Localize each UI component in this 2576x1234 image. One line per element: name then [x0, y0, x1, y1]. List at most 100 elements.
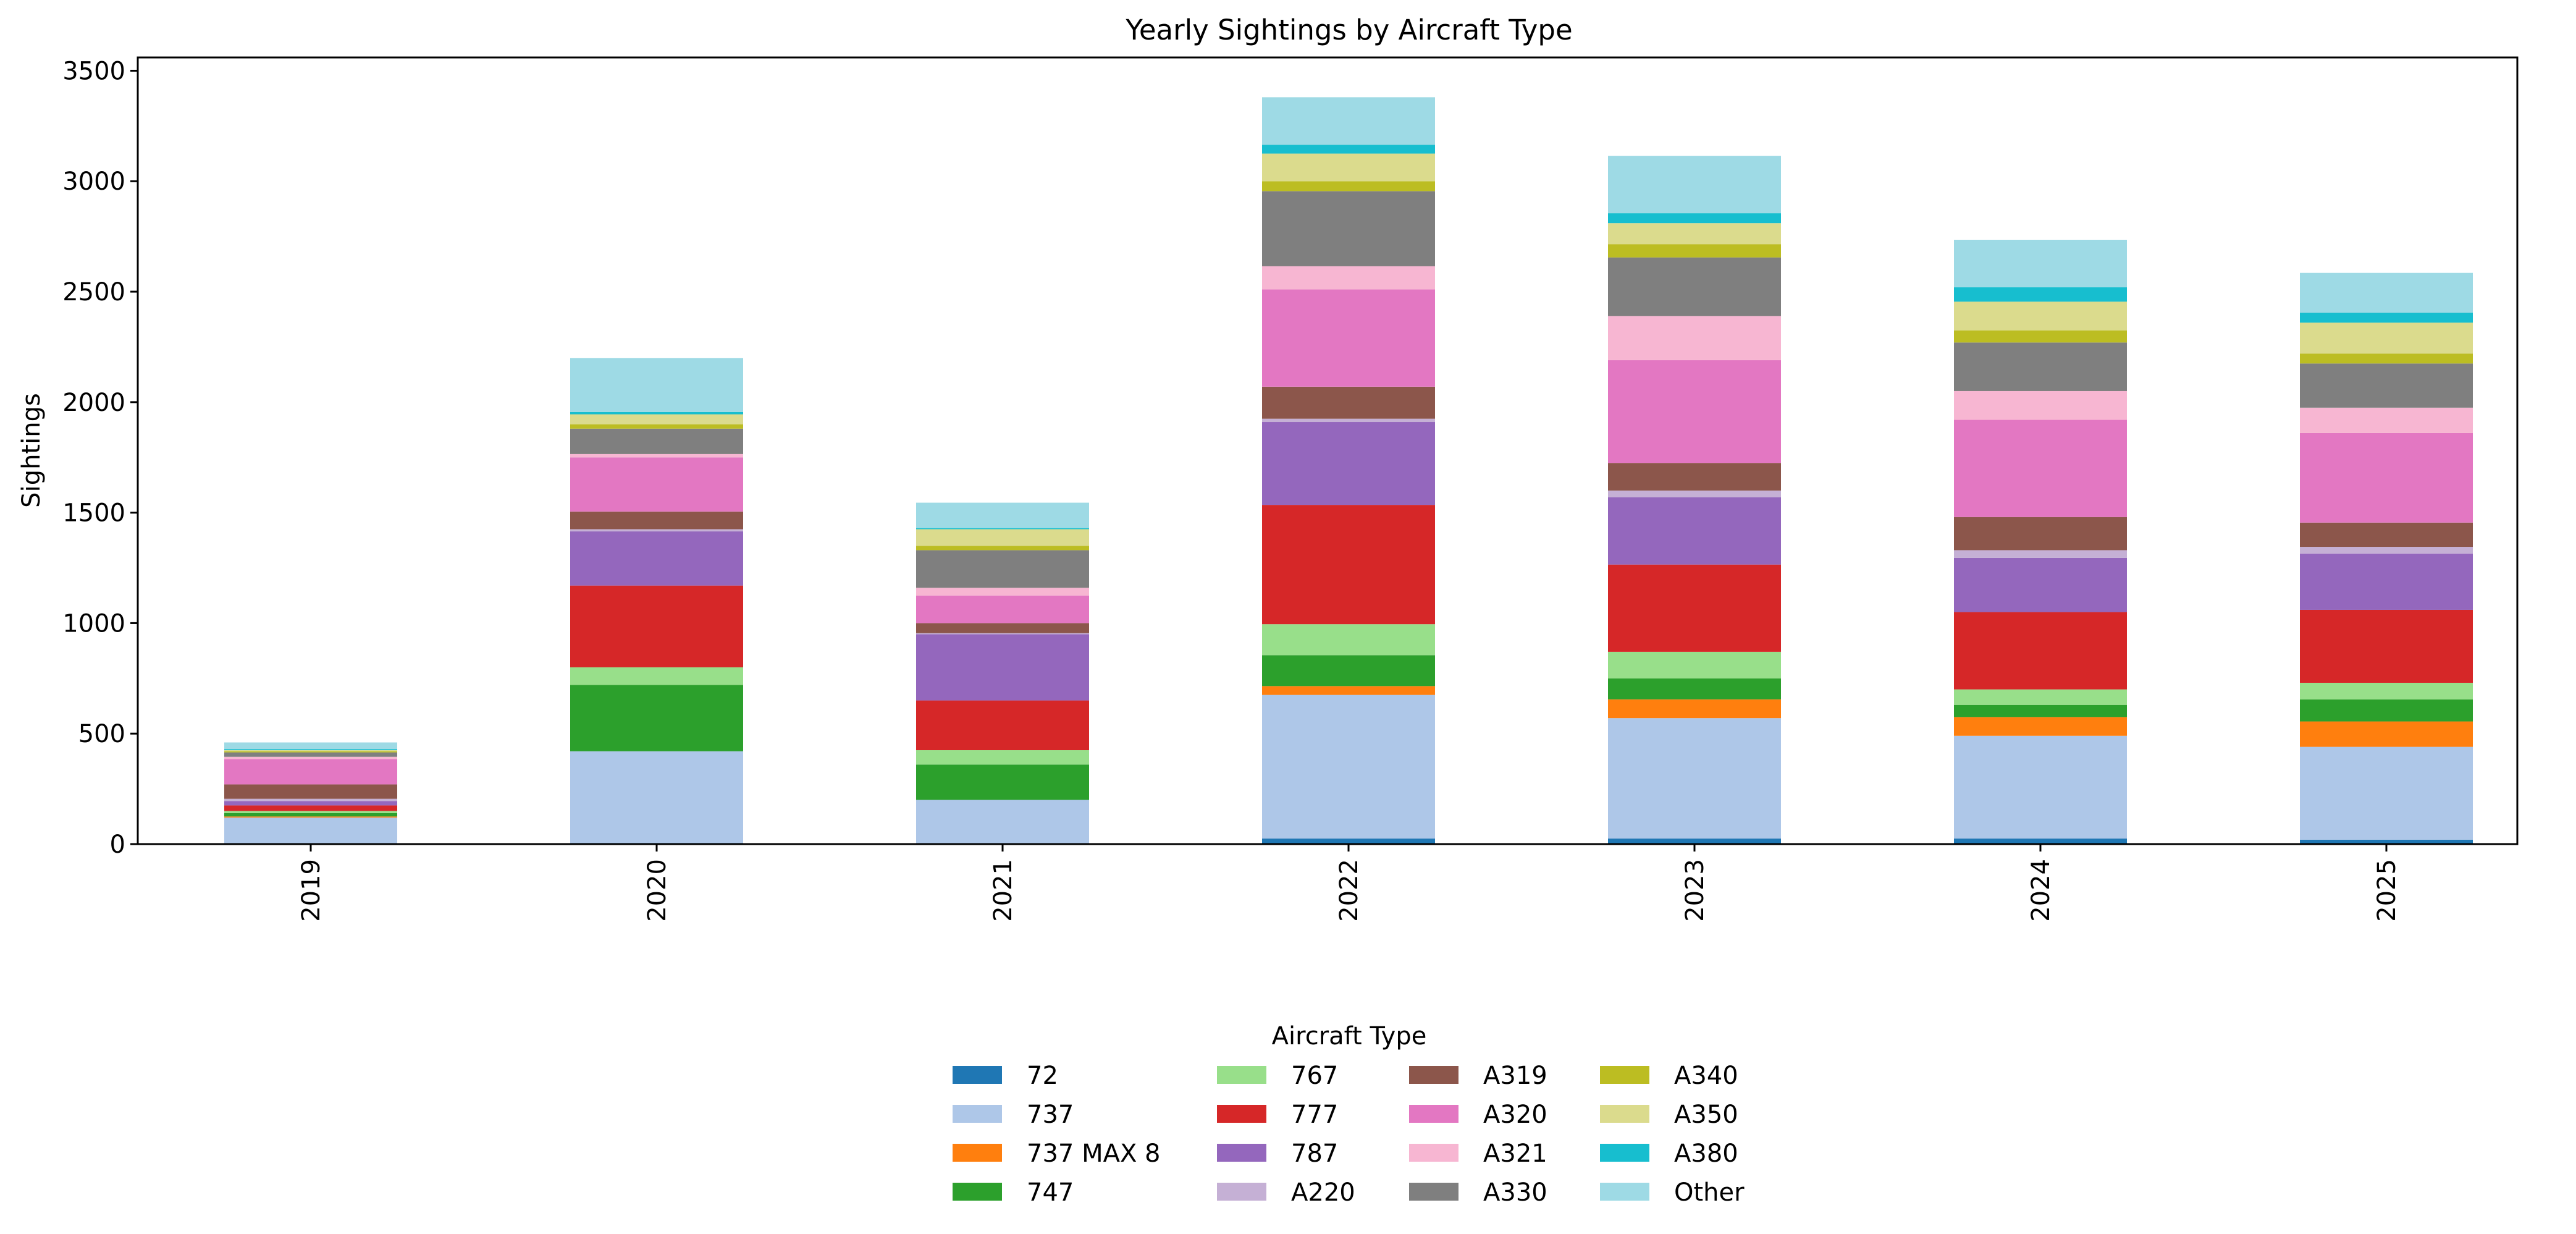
legend-label-a319: A319 — [1483, 1062, 1547, 1090]
legend-swatch-737 — [953, 1105, 1002, 1123]
legend-swatch-a350 — [1600, 1105, 1649, 1123]
bar-segment-2021-777 — [916, 700, 1089, 751]
bar-segment-2020-737 — [570, 751, 743, 843]
bar-segment-2021-767 — [916, 750, 1089, 765]
bar-segment-2022-777 — [1262, 505, 1435, 625]
bar-segment-2022-767 — [1262, 624, 1435, 656]
bar-segment-2025-787 — [2300, 553, 2473, 610]
legend-swatch-72 — [953, 1066, 1002, 1084]
legend-label-a220: A220 — [1291, 1178, 1355, 1207]
legend-swatch-a340 — [1600, 1066, 1649, 1084]
legend-label-777: 777 — [1291, 1101, 1338, 1129]
bar-segment-2023-a340 — [1608, 244, 1781, 258]
bar-segment-2019-a319 — [224, 784, 397, 799]
bar-segment-2019-747 — [224, 813, 397, 817]
bar-segment-2022-a320 — [1262, 289, 1435, 387]
legend-label-a380: A380 — [1674, 1139, 1738, 1168]
bar-segment-2025-a330 — [2300, 363, 2473, 408]
bar-segment-2024-767 — [1954, 689, 2127, 705]
bar-segment-2024-a380 — [1954, 287, 2127, 302]
bar-segment-2022-a319 — [1262, 386, 1435, 419]
bar-segment-2020-a220 — [570, 529, 743, 532]
bar-segment-2024-777 — [1954, 612, 2127, 690]
x-tick-label: 2021 — [989, 859, 1017, 922]
bar-segment-2024-72 — [1954, 839, 2127, 844]
x-tick-label: 2024 — [2027, 859, 2055, 922]
bar-segment-2020-a321 — [570, 454, 743, 458]
legend: Aircraft Type 72 737 737 MAX 8 747 767 777 787… — [953, 1022, 1745, 1207]
bar-segment-2021-787 — [916, 634, 1089, 701]
bar-segment-2024-a340 — [1954, 330, 2127, 343]
bar-segment-2023-72 — [1608, 839, 1781, 844]
bar-segment-2022-72 — [1262, 839, 1435, 844]
bar-segment-2023-787 — [1608, 497, 1781, 565]
bar-segment-2022-a220 — [1262, 418, 1435, 423]
bar-segment-2025-a220 — [2300, 547, 2473, 554]
bar-segment-2024-a330 — [1954, 342, 2127, 391]
bar-segment-2025-a380 — [2300, 313, 2473, 323]
plot-area-frame — [137, 56, 2519, 845]
bar-segment-2021-a330 — [916, 550, 1089, 588]
bar-segment-2023-777 — [1608, 564, 1781, 652]
bar-segment-2020-a320 — [570, 457, 743, 512]
legend-label-767: 767 — [1291, 1062, 1338, 1090]
bar-segment-2019-a380 — [224, 749, 397, 751]
legend-label-72: 72 — [1027, 1062, 1058, 1090]
legend-label-a350: A350 — [1674, 1101, 1738, 1129]
bar-segment-2022-737-max-8 — [1262, 686, 1435, 695]
bar-segment-2021-a320 — [916, 595, 1089, 623]
bar-segment-2020-a350 — [570, 414, 743, 425]
bar-segment-2025-777 — [2300, 609, 2473, 683]
bar-segment-2019-a330 — [224, 752, 397, 757]
bar-segment-2024-737-max-8 — [1954, 717, 2127, 736]
x-tick-label: 2019 — [297, 859, 326, 922]
legend-swatch-a330 — [1409, 1183, 1458, 1201]
bar-segment-2022-787 — [1262, 422, 1435, 505]
bar-segment-2023-a220 — [1608, 490, 1781, 497]
x-tick-label: 2020 — [643, 859, 671, 922]
legend-label-a320: A320 — [1483, 1101, 1547, 1129]
bar-segment-2021-a380 — [916, 528, 1089, 530]
bar-segment-2020-a340 — [570, 424, 743, 429]
bar-segment-2020-767 — [570, 667, 743, 685]
legend-label-747: 747 — [1027, 1178, 1074, 1207]
bar-segment-2019-a321 — [224, 756, 397, 759]
y-tick-label: 2000 — [62, 389, 125, 417]
bar-segment-2024-a220 — [1954, 550, 2127, 558]
bar-segment-2025-72 — [2300, 839, 2473, 844]
legend-label-737: 737 — [1027, 1101, 1074, 1129]
legend-swatch-a220 — [1217, 1183, 1266, 1201]
bar-segment-2020-777 — [570, 585, 743, 667]
y-axis-label: Sightings — [17, 393, 46, 508]
legend-swatch-777 — [1217, 1105, 1266, 1123]
bar-segment-2019-777 — [224, 805, 397, 811]
y-tick-label: 1500 — [62, 499, 125, 528]
bar-segment-2023-a380 — [1608, 213, 1781, 224]
legend-label-a340: A340 — [1674, 1062, 1738, 1090]
legend-label-737-max-8: 737 MAX 8 — [1027, 1139, 1161, 1168]
bar-segment-2020-787 — [570, 531, 743, 586]
bar-segment-2019-other — [224, 742, 397, 750]
bar-segment-2019-a320 — [224, 759, 397, 785]
bar-segment-2025-other — [2300, 273, 2473, 313]
legend-swatch-767 — [1217, 1066, 1266, 1084]
x-tick-label: 2022 — [1335, 859, 1363, 922]
bar-segment-2019-a340 — [224, 751, 397, 753]
legend-label-787: 787 — [1291, 1139, 1338, 1168]
bar-segment-2021-other — [916, 502, 1089, 528]
bar-segment-2024-a350 — [1954, 302, 2127, 331]
legend-swatch-a319 — [1409, 1066, 1458, 1084]
bar-segment-2023-737-max-8 — [1608, 699, 1781, 719]
bar-segment-2025-a319 — [2300, 522, 2473, 547]
legend-label-a330: A330 — [1483, 1178, 1547, 1207]
legend-label-a321: A321 — [1483, 1139, 1547, 1168]
bar-segment-2023-a330 — [1608, 257, 1781, 316]
bar-segment-2023-other — [1608, 156, 1781, 214]
legend-swatch-a380 — [1600, 1144, 1649, 1162]
bar-segment-2025-737-max-8 — [2300, 721, 2473, 747]
legend-title: Aircraft Type — [1272, 1022, 1427, 1050]
bar-segment-2020-747 — [570, 685, 743, 751]
bar-segment-2020-a380 — [570, 412, 743, 415]
bar-segment-2021-737 — [916, 800, 1089, 843]
